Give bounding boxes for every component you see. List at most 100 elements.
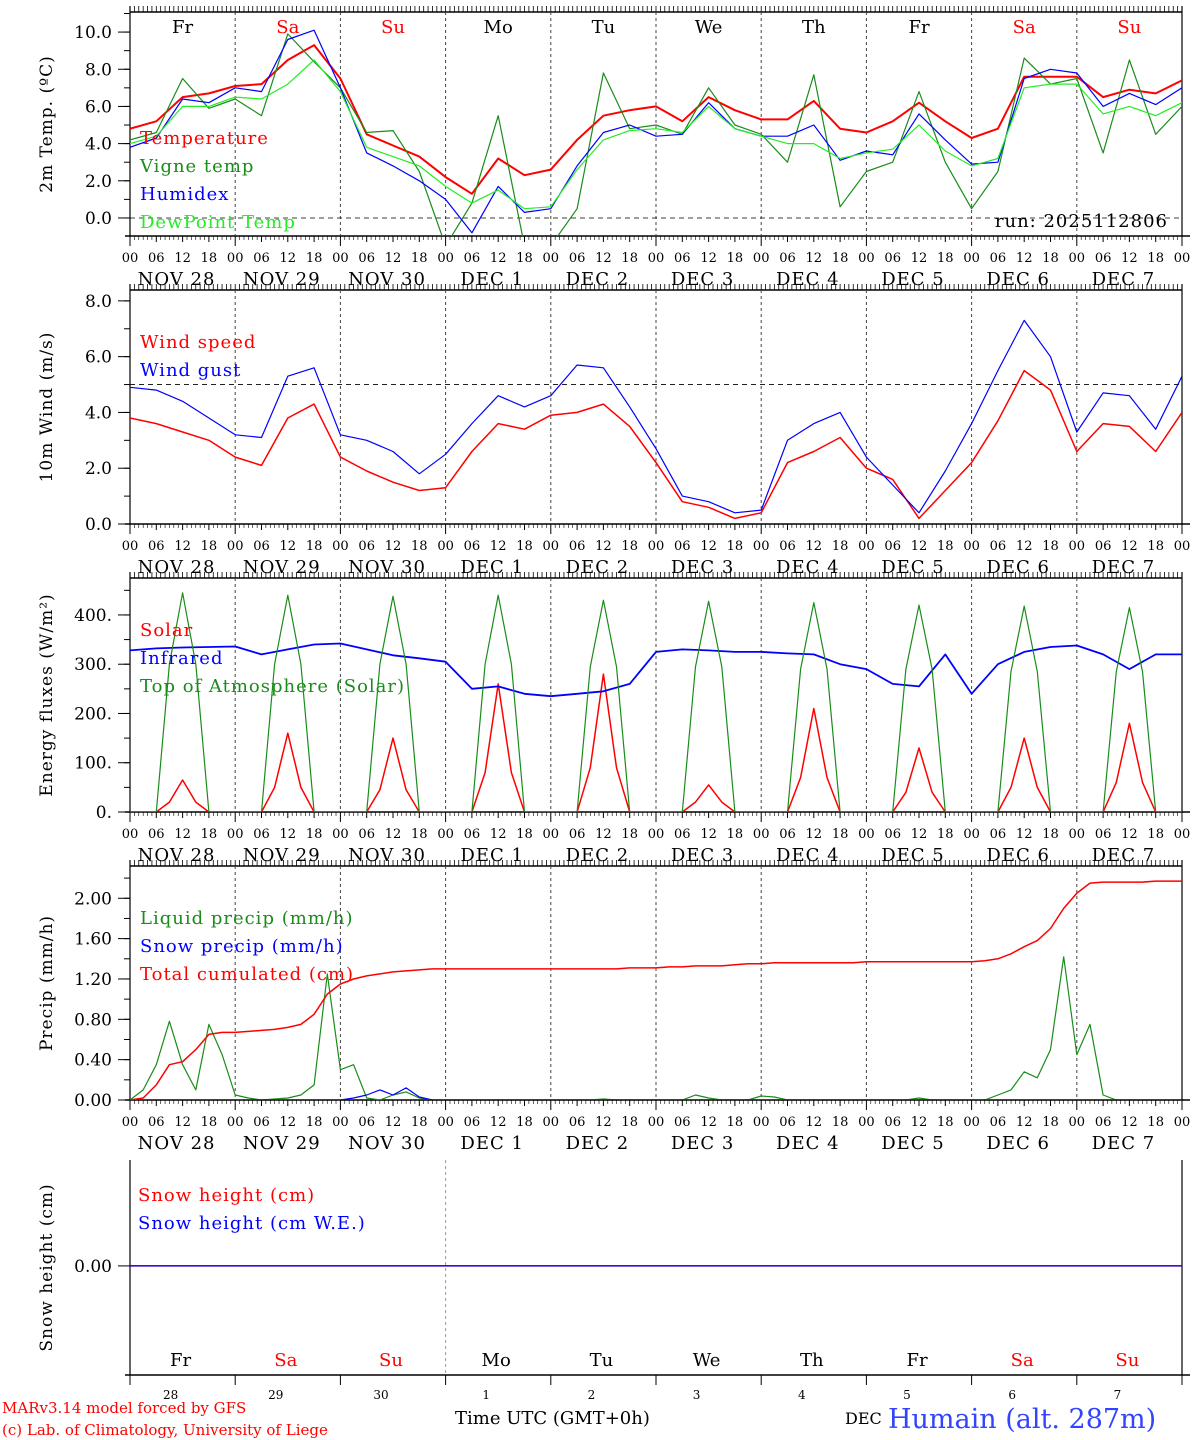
weekday-label: We [693, 1350, 721, 1371]
date-label: DEC 1 [460, 845, 524, 866]
hour-label: 00 [963, 827, 980, 842]
hour-label: 06 [1095, 539, 1112, 554]
y-tick-label: 1.20 [74, 970, 112, 990]
hour-label: 00 [543, 251, 560, 266]
hour-label: 06 [464, 539, 481, 554]
weekday-label: Mo [482, 1350, 511, 1371]
hour-label: 18 [516, 1115, 533, 1130]
hour-label: 00 [648, 827, 665, 842]
hour-label: 00 [543, 827, 560, 842]
hour-label: 12 [385, 539, 402, 554]
hour-label: 00 [858, 539, 875, 554]
hour-label: 00 [122, 539, 139, 554]
date-label: NOV 30 [348, 269, 426, 290]
hour-label: 18 [516, 539, 533, 554]
hour-label: 00 [1069, 1115, 1086, 1130]
hour-label: 18 [1042, 1115, 1059, 1130]
hour-label: 12 [1121, 827, 1138, 842]
hour-label: 00 [1174, 539, 1191, 554]
hour-label: 06 [884, 251, 901, 266]
series-group [130, 29, 1182, 236]
y-tick-label: 0.00 [74, 1257, 112, 1277]
date-label: DEC 3 [671, 269, 735, 290]
legend-entry: Total cumulated (cm) [140, 964, 354, 985]
date-label: DEC 4 [776, 845, 840, 866]
hour-label: 00 [753, 251, 770, 266]
legend-entry: Snow height (cm W.E.) [138, 1213, 366, 1234]
hour-label: 12 [700, 1115, 717, 1130]
hour-label: 00 [122, 251, 139, 266]
y-tick-label: 6.0 [85, 348, 112, 368]
date-label: DEC 5 [881, 1133, 945, 1154]
hour-label: 18 [411, 827, 428, 842]
date-label: NOV 28 [138, 1133, 216, 1154]
hour-label: 18 [937, 827, 954, 842]
hour-label: 06 [779, 539, 796, 554]
date-label: DEC 7 [1092, 269, 1156, 290]
hour-label: 18 [201, 827, 218, 842]
y-tick-label: 2.0 [85, 459, 112, 479]
date-label: DEC 6 [986, 269, 1050, 290]
hour-label: 12 [595, 827, 612, 842]
hour-label: 18 [306, 1115, 323, 1130]
legend-entry: Liquid precip (mm/h) [140, 908, 354, 929]
hour-label: 12 [280, 251, 297, 266]
date-label: NOV 29 [243, 557, 321, 578]
hour-label: 00 [963, 251, 980, 266]
day-number: 3 [693, 1388, 701, 1402]
weekday-label: Su [381, 17, 405, 38]
hour-label: 06 [464, 251, 481, 266]
hour-label: 12 [911, 251, 928, 266]
hour-label: 18 [306, 539, 323, 554]
y-tick-label: 400. [74, 606, 112, 626]
hour-label: 06 [148, 539, 165, 554]
hour-label: 18 [1042, 539, 1059, 554]
hour-label: 18 [411, 539, 428, 554]
hour-label: 18 [621, 251, 638, 266]
date-label: DEC 4 [776, 269, 840, 290]
day-number: 28 [163, 1388, 178, 1402]
y-tick-label: 1.60 [74, 930, 112, 950]
hour-label: 12 [490, 539, 507, 554]
hour-label: 06 [464, 1115, 481, 1130]
hour-label: 06 [1095, 251, 1112, 266]
weekday-label: Sa [1013, 17, 1036, 38]
hour-label: 18 [937, 539, 954, 554]
hour-label: 18 [621, 539, 638, 554]
y-tick-label: 0.00 [74, 1091, 112, 1111]
date-label: NOV 29 [243, 269, 321, 290]
hour-label: 12 [911, 827, 928, 842]
day-number: 4 [798, 1388, 806, 1402]
hour-label: 12 [806, 827, 823, 842]
date-label: DEC 3 [671, 557, 735, 578]
hour-label: 18 [306, 251, 323, 266]
y-tick-label: 10.0 [74, 23, 112, 43]
date-label: DEC 4 [776, 1133, 840, 1154]
date-label: NOV 30 [348, 557, 426, 578]
date-label: DEC 5 [881, 845, 945, 866]
date-label: NOV 29 [243, 845, 321, 866]
hour-label: 00 [858, 827, 875, 842]
panel-temp: 0.0 2.0 4.0 6.0 8.0 10.0 2m Temp. (ºC) 00 06 12 18… [37, 6, 1190, 290]
weekday-label: Fr [172, 17, 193, 38]
legend-entry: Temperature [140, 128, 269, 149]
weekday-label: Fr [908, 17, 929, 38]
hour-label: 00 [963, 1115, 980, 1130]
hour-label: 18 [1147, 827, 1164, 842]
hour-label: 18 [832, 827, 849, 842]
hour-label: 12 [385, 827, 402, 842]
y-tick-label: 2.00 [74, 889, 112, 909]
hour-label: 12 [490, 251, 507, 266]
hour-label: 00 [332, 539, 349, 554]
hour-label: 18 [832, 1115, 849, 1130]
hour-label: 06 [569, 251, 586, 266]
date-label: DEC 7 [1092, 845, 1156, 866]
hour-label: 00 [963, 539, 980, 554]
month-label: DEC [845, 1409, 882, 1428]
series-temperature [130, 44, 1182, 195]
hour-label: 00 [227, 251, 244, 266]
hour-label: 12 [806, 539, 823, 554]
hour-label: 18 [1147, 539, 1164, 554]
hour-label: 12 [174, 539, 191, 554]
y-tick-label: 4.0 [85, 403, 112, 423]
